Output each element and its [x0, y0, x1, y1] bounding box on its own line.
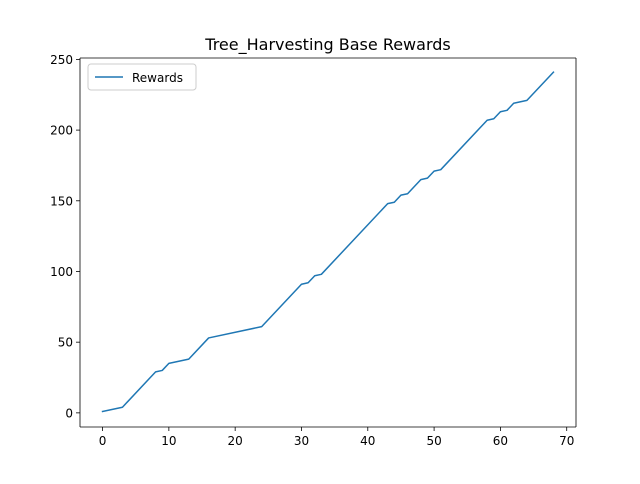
y-tick-label: 250 [50, 53, 73, 67]
x-tick-label: 60 [493, 434, 508, 448]
y-tick-label: 200 [50, 124, 73, 138]
y-tick-label: 100 [50, 265, 73, 279]
series-line-rewards [101, 71, 555, 413]
x-tick-label: 40 [360, 434, 375, 448]
chart-title: Tree_Harvesting Base Rewards [204, 35, 450, 55]
x-tick-label: 30 [294, 434, 309, 448]
x-tick-label: 50 [426, 434, 441, 448]
x-tick-label: 70 [559, 434, 574, 448]
y-tick-label: 50 [58, 336, 73, 350]
x-tick-label: 10 [161, 434, 176, 448]
x-tick-label: 0 [99, 434, 107, 448]
legend-box [87, 63, 197, 91]
y-tick-label: 0 [65, 406, 73, 420]
y-tick-label: 150 [50, 194, 73, 208]
plot-area: 0 10 20 30 40 50 60 70 0 50 100 150 200 250 Rewards [50, 53, 577, 448]
legend-label: Rewards [132, 71, 183, 85]
x-tick-label: 20 [228, 434, 243, 448]
